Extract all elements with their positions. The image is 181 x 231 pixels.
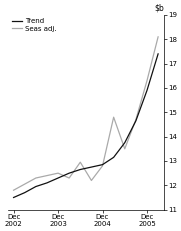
Seas adj. [79,161,81,164]
Trend [68,172,70,175]
Seas adj. [90,179,92,182]
Seas adj. [135,118,137,121]
Legend: Trend, Seas adj.: Trend, Seas adj. [12,18,56,32]
Seas adj. [68,177,70,179]
Trend [90,166,92,168]
Seas adj. [57,172,59,175]
Seas adj. [124,147,126,150]
Trend [124,141,126,144]
Seas adj. [12,189,15,191]
Trend [12,196,15,199]
Trend [24,191,26,194]
Line: Trend: Trend [14,54,158,198]
Trend [146,89,148,92]
Trend [113,156,115,159]
Seas adj. [35,177,37,179]
Trend [46,182,48,184]
Trend [79,168,81,171]
Seas adj. [146,79,148,82]
Trend [35,185,37,188]
Trend [101,163,104,166]
Seas adj. [101,164,104,167]
Text: $b: $b [154,4,164,13]
Trend [157,52,159,55]
Trend [135,119,137,122]
Line: Seas adj.: Seas adj. [14,37,158,190]
Trend [57,177,59,179]
Seas adj. [113,116,115,119]
Seas adj. [157,36,159,38]
